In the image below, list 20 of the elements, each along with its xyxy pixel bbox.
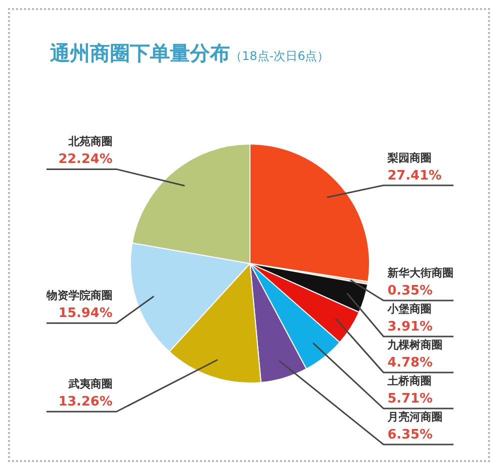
data-label: 15.94% [58,306,112,322]
data-label: 3.91% [388,320,433,335]
chart-title: 通州商圈下单量分布 [50,41,230,65]
data-label: 4.78% [388,356,433,371]
data-label: 22.24% [58,152,112,168]
slice-label: 梨园商圈 [386,151,432,164]
data-label: 6.35% [388,428,433,443]
slice-label: 九棵树商圈 [386,338,442,352]
slice-label: 小堡商圈 [386,302,432,316]
slice-label: 新华大街商圈 [386,266,454,280]
slice-label: 月亮河商圈 [386,410,442,424]
slice-label: 物资学院商圈 [46,289,112,302]
data-label: 27.41% [388,168,442,184]
slice-label: 北苑商圈 [68,135,112,148]
chart-subtitle: （18点-次日6点） [230,49,330,63]
data-label: 0.35% [388,284,433,299]
data-label: 5.71% [388,392,433,407]
slice-label: 土桥商圈 [386,374,432,388]
data-label: 13.26% [58,394,112,410]
slice-label: 武夷商圈 [68,378,112,391]
